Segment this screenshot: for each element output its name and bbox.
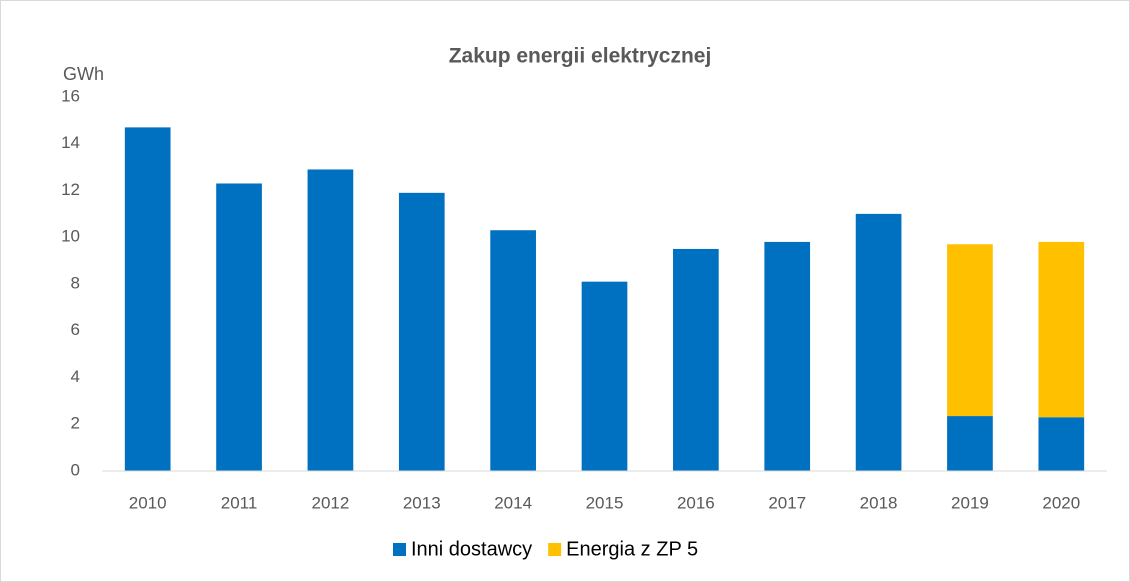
x-tick-label: 2011 [221, 493, 258, 512]
bar [124, 127, 171, 471]
y-tick-label: 16 [61, 86, 80, 105]
bar [398, 192, 445, 471]
x-tick-label: 2020 [1042, 493, 1080, 512]
bar [1038, 417, 1085, 471]
bar [581, 281, 628, 471]
legend-swatch [548, 543, 562, 556]
y-tick-label: 2 [71, 414, 80, 433]
bar [947, 244, 993, 417]
x-tick-label: 2012 [311, 493, 349, 512]
legend-label: Inni dostawcy [411, 538, 532, 560]
y-tick-label: 8 [71, 273, 80, 292]
x-tick-label: 2010 [129, 493, 167, 512]
chart-title: Zakup energii elektrycznej [449, 45, 712, 68]
bar [216, 183, 262, 472]
y-tick-label: 0 [71, 460, 80, 479]
bar [673, 248, 719, 471]
bar [1038, 241, 1085, 418]
y-axis-label: GWh [63, 64, 104, 84]
y-tick-label: 14 [61, 133, 80, 152]
x-tick-label: 2018 [860, 493, 898, 512]
x-tick-label: 2014 [494, 493, 532, 512]
y-tick-label: 6 [71, 320, 80, 339]
x-tick-label: 2019 [951, 493, 989, 512]
bar [490, 230, 536, 471]
x-tick-label: 2016 [677, 493, 715, 512]
x-tick-label: 2017 [768, 493, 806, 512]
y-tick-label: 4 [71, 367, 80, 386]
bar [764, 241, 811, 471]
bar [855, 213, 902, 471]
x-tick-label: 2013 [403, 493, 441, 512]
legend-label: Energia z ZP 5 [566, 538, 698, 560]
bar [307, 169, 354, 471]
x-tick-label: 2015 [586, 493, 624, 512]
bar [947, 416, 993, 471]
y-tick-label: 10 [61, 227, 80, 246]
legend-swatch [393, 543, 406, 556]
y-tick-label: 12 [61, 180, 80, 199]
